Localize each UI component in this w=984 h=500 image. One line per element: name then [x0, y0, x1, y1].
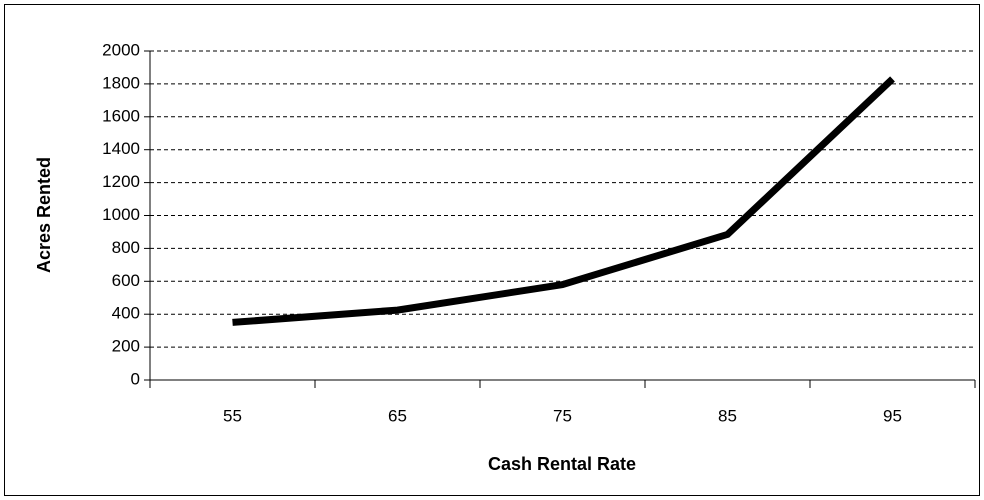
- y-tick-label: 1600: [102, 106, 140, 125]
- data-line: [232, 76, 895, 326]
- y-tick-label: 0: [131, 369, 140, 388]
- chart-border: [4, 4, 980, 496]
- y-tick-label: 600: [112, 271, 140, 290]
- y-tick-label: 1400: [102, 139, 140, 158]
- y-axis-title: Acres Rented: [34, 157, 54, 273]
- y-tick-label: 400: [112, 304, 140, 323]
- y-tick-label: 1800: [102, 73, 140, 92]
- y-tick-label: 800: [112, 238, 140, 257]
- y-tick-label: 1000: [102, 205, 140, 224]
- x-tick-label: 75: [553, 406, 572, 425]
- x-tick-label: 95: [883, 406, 902, 425]
- y-tick-label: 200: [112, 337, 140, 356]
- x-tick-label: 65: [388, 406, 407, 425]
- x-tick-label: 55: [223, 406, 242, 425]
- x-tick-label: 85: [718, 406, 737, 425]
- y-tick-label: 2000: [102, 40, 140, 59]
- y-tick-label: 1200: [102, 172, 140, 191]
- x-axis-title: Cash Rental Rate: [488, 454, 636, 474]
